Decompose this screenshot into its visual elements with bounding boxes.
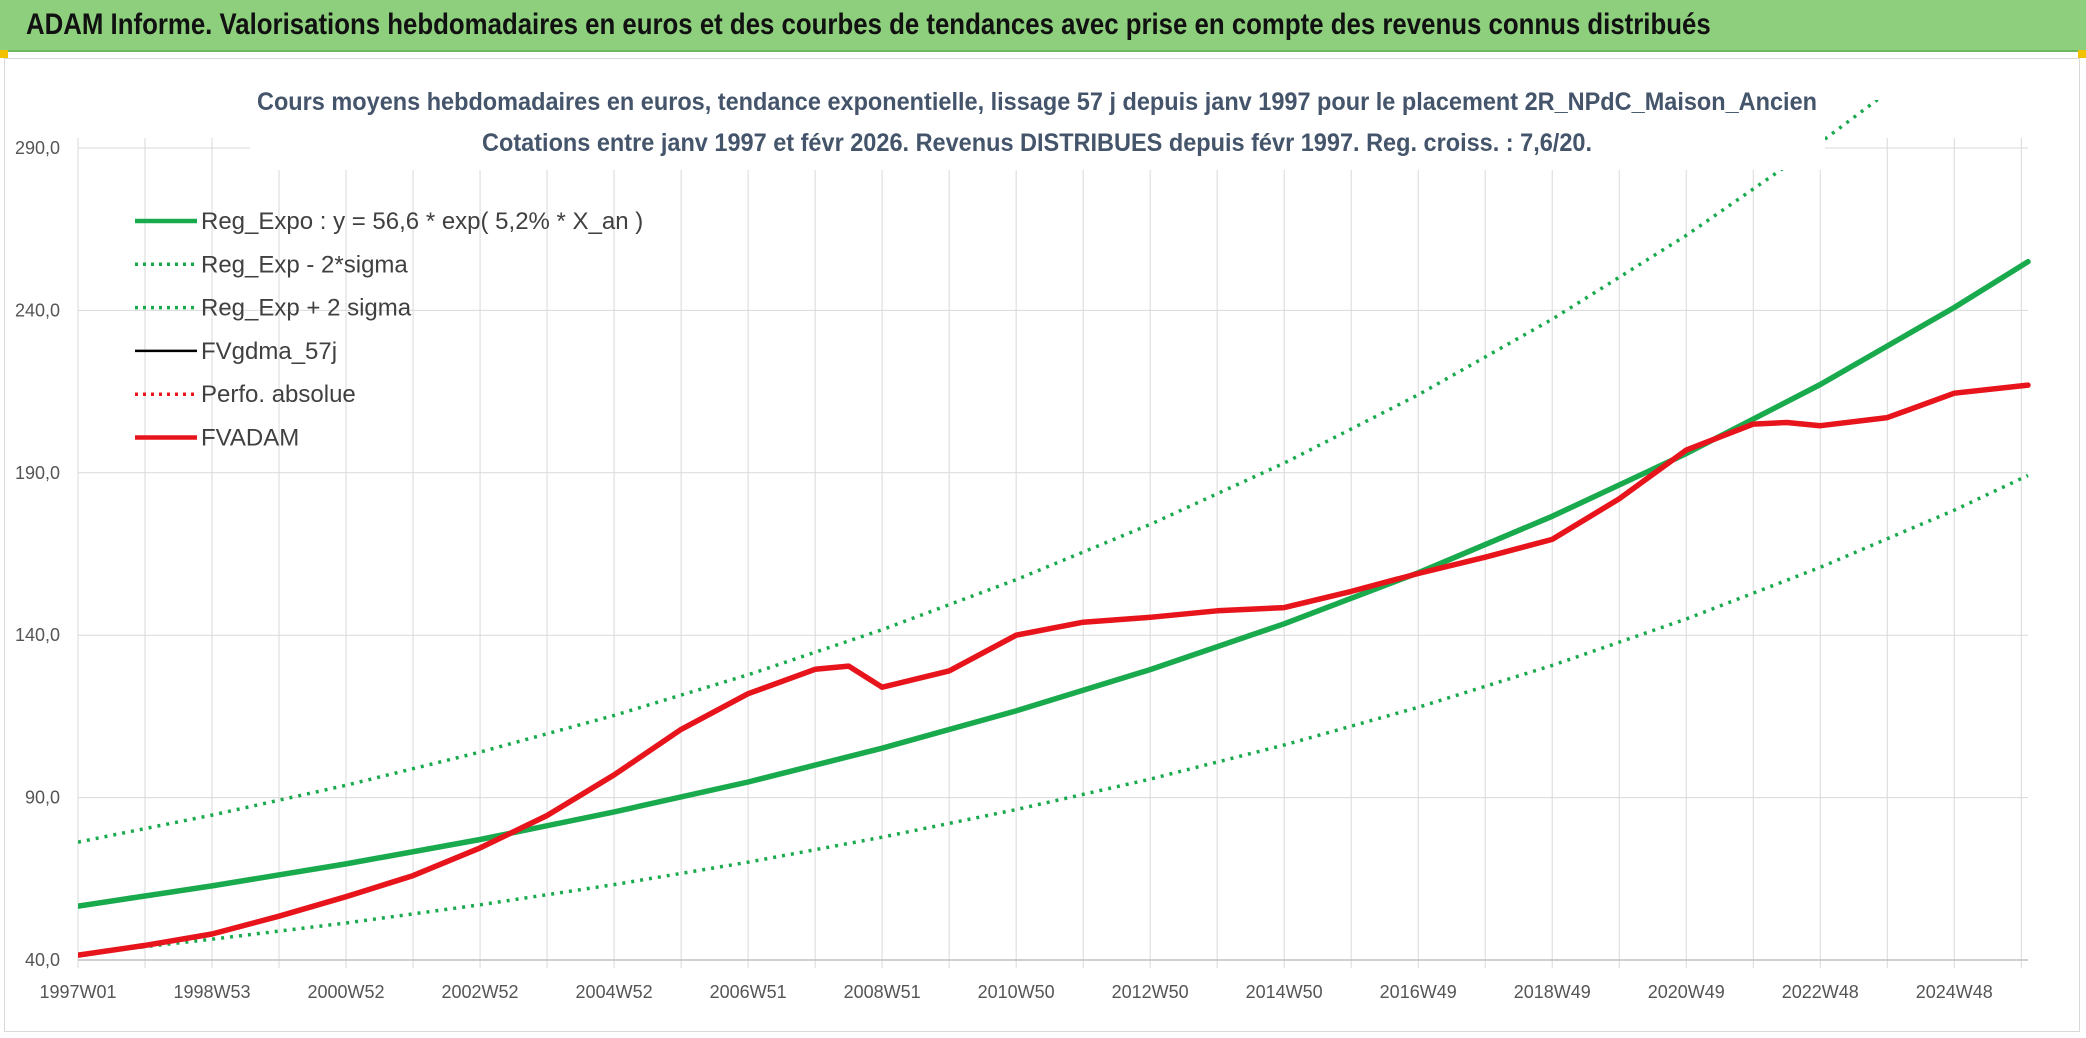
legend: Reg_Expo : y = 56,6 * exp( 5,2% * X_an )… xyxy=(135,208,643,452)
chart-area-border xyxy=(4,58,2080,1032)
y-tick-label: 140,0 xyxy=(15,625,60,645)
legend-label: FVgdma_57j xyxy=(201,338,337,365)
y-tick-label: 290,0 xyxy=(15,138,60,158)
x-tick-label: 2018W49 xyxy=(1514,982,1591,1002)
axis-layer: 40,0 90,0 140,0 190,0 240,0 290,0 1997W01 1998W… xyxy=(15,138,2028,1002)
chart-subtitle: Cotations entre janv 1997 et févr 2026. … xyxy=(482,129,1592,157)
title-backdrop xyxy=(250,80,1825,170)
header-banner: ADAM Informe. Valorisations hebdomadaire… xyxy=(0,0,2086,52)
x-tick-label: 1997W01 xyxy=(39,982,116,1002)
x-tick-label: 2012W50 xyxy=(1112,982,1189,1002)
legend-label: Reg_Exp - 2*sigma xyxy=(201,251,408,278)
corner-marker-left xyxy=(0,50,8,58)
corner-marker-right xyxy=(2078,50,2086,58)
y-tick-label: 240,0 xyxy=(15,300,60,320)
series-line-perfo-absolue xyxy=(78,383,2029,957)
x-tick-label: 2004W52 xyxy=(576,982,653,1002)
x-tick-label: 2010W50 xyxy=(978,982,1055,1002)
chart-title: Cours moyens hebdomadaires en euros, ten… xyxy=(257,88,1817,116)
x-tick-label: 1998W53 xyxy=(173,982,250,1002)
legend-label: Perfo. absolue xyxy=(201,381,356,408)
series-line-reg-exp-2-sigma xyxy=(78,473,2029,956)
x-tick-label: 2014W50 xyxy=(1246,982,1323,1002)
x-tick-label: 2022W48 xyxy=(1782,982,1859,1002)
series-line-fvgdma-57j xyxy=(78,383,2030,957)
legend-label: Reg_Exp + 2 sigma xyxy=(201,295,412,322)
x-tick-label: 2016W49 xyxy=(1380,982,1457,1002)
x-tick-label: 2008W51 xyxy=(844,982,921,1002)
x-tick-label: 2024W48 xyxy=(1916,982,1993,1002)
legend-label: Reg_Expo : y = 56,6 * exp( 5,2% * X_an ) xyxy=(201,208,643,235)
x-tick-label: 2006W51 xyxy=(710,982,787,1002)
page-title: ADAM Informe. Valorisations hebdomadaire… xyxy=(26,8,1711,41)
x-tick-label: 2000W52 xyxy=(308,982,385,1002)
legend-label: FVADAM xyxy=(201,425,299,452)
series-line-reg-exp-2-sigma xyxy=(78,100,1880,844)
series-line-reg-expo-y-56-6-exp-5-2-x-an xyxy=(78,258,2031,909)
x-tick-label: 2020W49 xyxy=(1648,982,1725,1002)
y-tick-label: 190,0 xyxy=(15,463,60,483)
series-line-fvadam xyxy=(78,382,2031,958)
y-tick-label: 90,0 xyxy=(25,788,60,808)
x-tick-label: 2002W52 xyxy=(442,982,519,1002)
series-layer xyxy=(78,100,2031,958)
y-tick-label: 40,0 xyxy=(25,950,60,970)
